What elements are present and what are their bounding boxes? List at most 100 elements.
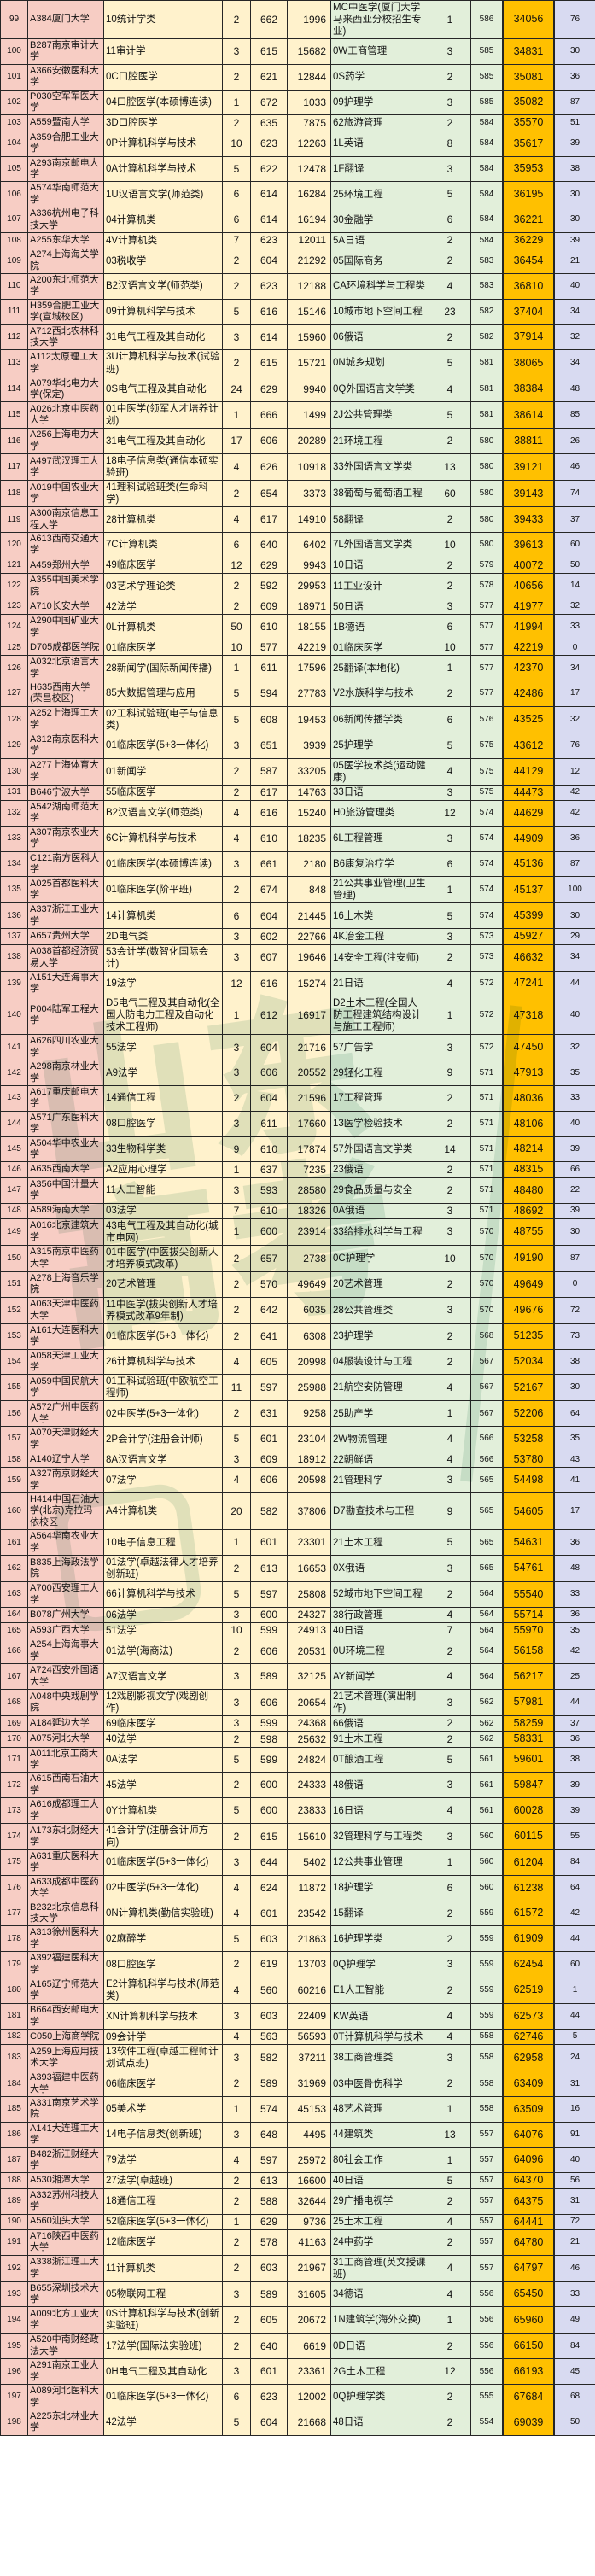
cell-major-b: 40日语 (331, 2173, 429, 2189)
cell-score-b: 567 (471, 1401, 502, 1428)
cell-score-b: 574 (471, 851, 502, 878)
table-row: 159 A327南京财经大学 07法学 4 606 20598 21管理科学 3 565 5449… (1, 1468, 595, 1494)
cell-plan-b: 3 (429, 1824, 471, 1851)
cell-score-diff: 33 (555, 615, 595, 640)
cell-college: A165辽宁师范大学 (28, 1977, 104, 2005)
cell-row-number: 129 (1, 733, 28, 759)
cell-major-b: 0Q护理学类 (331, 2385, 429, 2410)
cell-row-number: 182 (1, 2029, 28, 2046)
table-row: 118 A019中国农业大学 41理科试验班类(生命科学) 2 654 3373 38葡萄与… (1, 481, 595, 508)
cell-plan-b: 10 (429, 533, 471, 558)
cell-major-b: 34德语 (331, 2281, 429, 2308)
cell-score-a: 623 (251, 274, 288, 300)
cell-major-b: 48艺术管理 (331, 2097, 429, 2123)
cell-rank-b: 48214 (502, 1136, 555, 1163)
cell-rank-a: 21716 (288, 1035, 331, 1061)
cell-score-diff: 36 (555, 64, 595, 91)
cell-score-b: 580 (471, 481, 502, 508)
cell-plan-b: 4 (429, 2029, 471, 2046)
cell-major-b: 16土木类 (331, 903, 429, 930)
cell-rank-b: 44473 (502, 785, 555, 801)
cell-college: A359合肥工业大学 (28, 131, 104, 157)
cell-rank-a: 18235 (288, 826, 331, 852)
table-row: 100 B287南京审计大学 11审计学 3 615 15682 0W工商管理 3 585 348… (1, 39, 595, 65)
cell-major-a: 49临床医学 (104, 558, 223, 575)
cell-college: A616成都理工大学 (28, 1798, 104, 1824)
cell-college: A032北京语言大学 (28, 656, 104, 682)
cell-score-b: 559 (471, 1977, 502, 2005)
table-row: 170 A075河北大学 40法学 2 598 25632 91土木工程 2 562 58331 3… (1, 1732, 595, 1748)
cell-major-b: 6L工程管理 (331, 826, 429, 852)
cell-plan-b: 3 (429, 1218, 471, 1246)
table-row: 185 A331南京艺术学院 05美术学 1 574 45153 48艺术管理 1 558 635… (1, 2097, 595, 2123)
cell-major-b: 0T酿酒工程 (331, 1747, 429, 1773)
cell-college: A009北方工业大学 (28, 2307, 104, 2334)
cell-rank-a: 23104 (288, 1427, 331, 1452)
cell-college: A200东北师范大学 (28, 274, 104, 300)
cell-rank-a: 45153 (288, 2097, 331, 2123)
table-row: 116 A256上海电力大学 31电气工程及其自动化 17 606 20289 21环境工程… (1, 429, 595, 455)
cell-plan-b: 2 (429, 1162, 471, 1178)
cell-rank-a: 49649 (288, 1271, 331, 1298)
cell-major-a: 01中医学(领军人才培养计划) (104, 402, 223, 429)
cell-major-b: 10城市地下空间工程 (331, 299, 429, 325)
cell-plan-b: 9 (429, 1493, 471, 1531)
cell-rank-a: 13703 (288, 1952, 331, 1978)
cell-score-diff: 40 (555, 274, 595, 300)
cell-score-b: 564 (471, 1607, 502, 1624)
cell-row-number: 172 (1, 1773, 28, 1799)
cell-score-diff: 38 (555, 1349, 595, 1376)
cell-plan-b: 6 (429, 207, 471, 233)
cell-plan-a: 6 (223, 207, 251, 233)
cell-college: A252上海理工大学 (28, 706, 104, 733)
cell-row-number: 169 (1, 1716, 28, 1732)
cell-rank-a: 24333 (288, 1773, 331, 1799)
cell-plan-b: 2 (429, 1086, 471, 1112)
cell-score-b: 562 (471, 1690, 502, 1717)
cell-score-diff: 100 (555, 877, 595, 904)
table-row: 103 A559暨南大学 3D口腔医学 2 635 7875 62旅游管理 2 584 35570… (1, 115, 595, 131)
cell-score-diff: 39 (555, 1136, 595, 1163)
admission-score-table: 山东高考 99A384厦门大学10统计学类26621996MC中医学(厦门大学马… (0, 0, 595, 2436)
cell-score-b: 572 (471, 1035, 502, 1061)
cell-major-b: 0C护理学 (331, 1245, 429, 1272)
cell-rank-b: 41994 (502, 615, 555, 640)
table-row: 123 A710长安大学 42法学 2 609 18971 50日语 3 577 41977 32 (1, 599, 595, 616)
cell-college: A497武汉理工大学 (28, 454, 104, 482)
table-row: 150 A315南京中医药大学 01中医学(中医拔尖创新人才培养模式改革) 2 657 2… (1, 1245, 595, 1272)
table-row: 148 A589海南大学 03法学 7 610 18326 0A俄语 3 571 48692 39 (1, 1203, 595, 1219)
cell-score-b: 564 (471, 1582, 502, 1608)
cell-score-diff: 50 (555, 558, 595, 575)
cell-plan-b: 2 (429, 2188, 471, 2215)
cell-score-diff: 31 (555, 2188, 595, 2215)
table-row: 154 A058天津工业大学 26计算机科学与技术 4 605 20998 04服装设计与工… (1, 1349, 595, 1376)
cell-plan-b: 3 (429, 39, 471, 65)
cell-rank-a: 20531 (288, 1638, 331, 1665)
cell-rank-b: 45927 (502, 929, 555, 945)
cell-rank-a: 24327 (288, 1607, 331, 1624)
cell-score-a: 600 (251, 1798, 288, 1824)
cell-major-a: 11计算机类 (104, 2255, 223, 2282)
cell-row-number: 157 (1, 1427, 28, 1452)
cell-major-a: 06法学 (104, 1607, 223, 1624)
cell-rank-b: 35953 (502, 156, 555, 183)
cell-major-b: 25翻译(本地化) (331, 656, 429, 682)
cell-score-b: 581 (471, 377, 502, 403)
cell-college: P004陆军工程大学 (28, 996, 104, 1036)
cell-plan-b: 1 (429, 996, 471, 1036)
cell-major-b: B6康复治疗学 (331, 851, 429, 878)
cell-score-b: 584 (471, 131, 502, 157)
cell-rank-a: 24913 (288, 1623, 331, 1639)
cell-score-b: 584 (471, 115, 502, 131)
cell-rank-a: 19453 (288, 706, 331, 733)
cell-major-a: 3U计算机科学与技术(试验班) (104, 350, 223, 377)
cell-rank-b: 48692 (502, 1203, 555, 1219)
table-row: 144 A571广东医科大学 08口腔医学 3 611 17660 13医学检验技术 2 571… (1, 1111, 595, 1137)
cell-major-b: 01临床医学 (331, 640, 429, 657)
cell-score-diff: 55 (555, 1824, 595, 1851)
cell-score-diff: 76 (555, 1, 595, 40)
cell-rank-a: 21596 (288, 1086, 331, 1112)
table-row: 145 A504华中农业大学 33生物科学类 9 610 17874 57外国语言文学类 14… (1, 1136, 595, 1163)
table-row: 173 A616成都理工大学 0Y计算机类 5 600 23833 16日语 4 561 6002… (1, 1798, 595, 1824)
cell-row-number: 161 (1, 1530, 28, 1557)
